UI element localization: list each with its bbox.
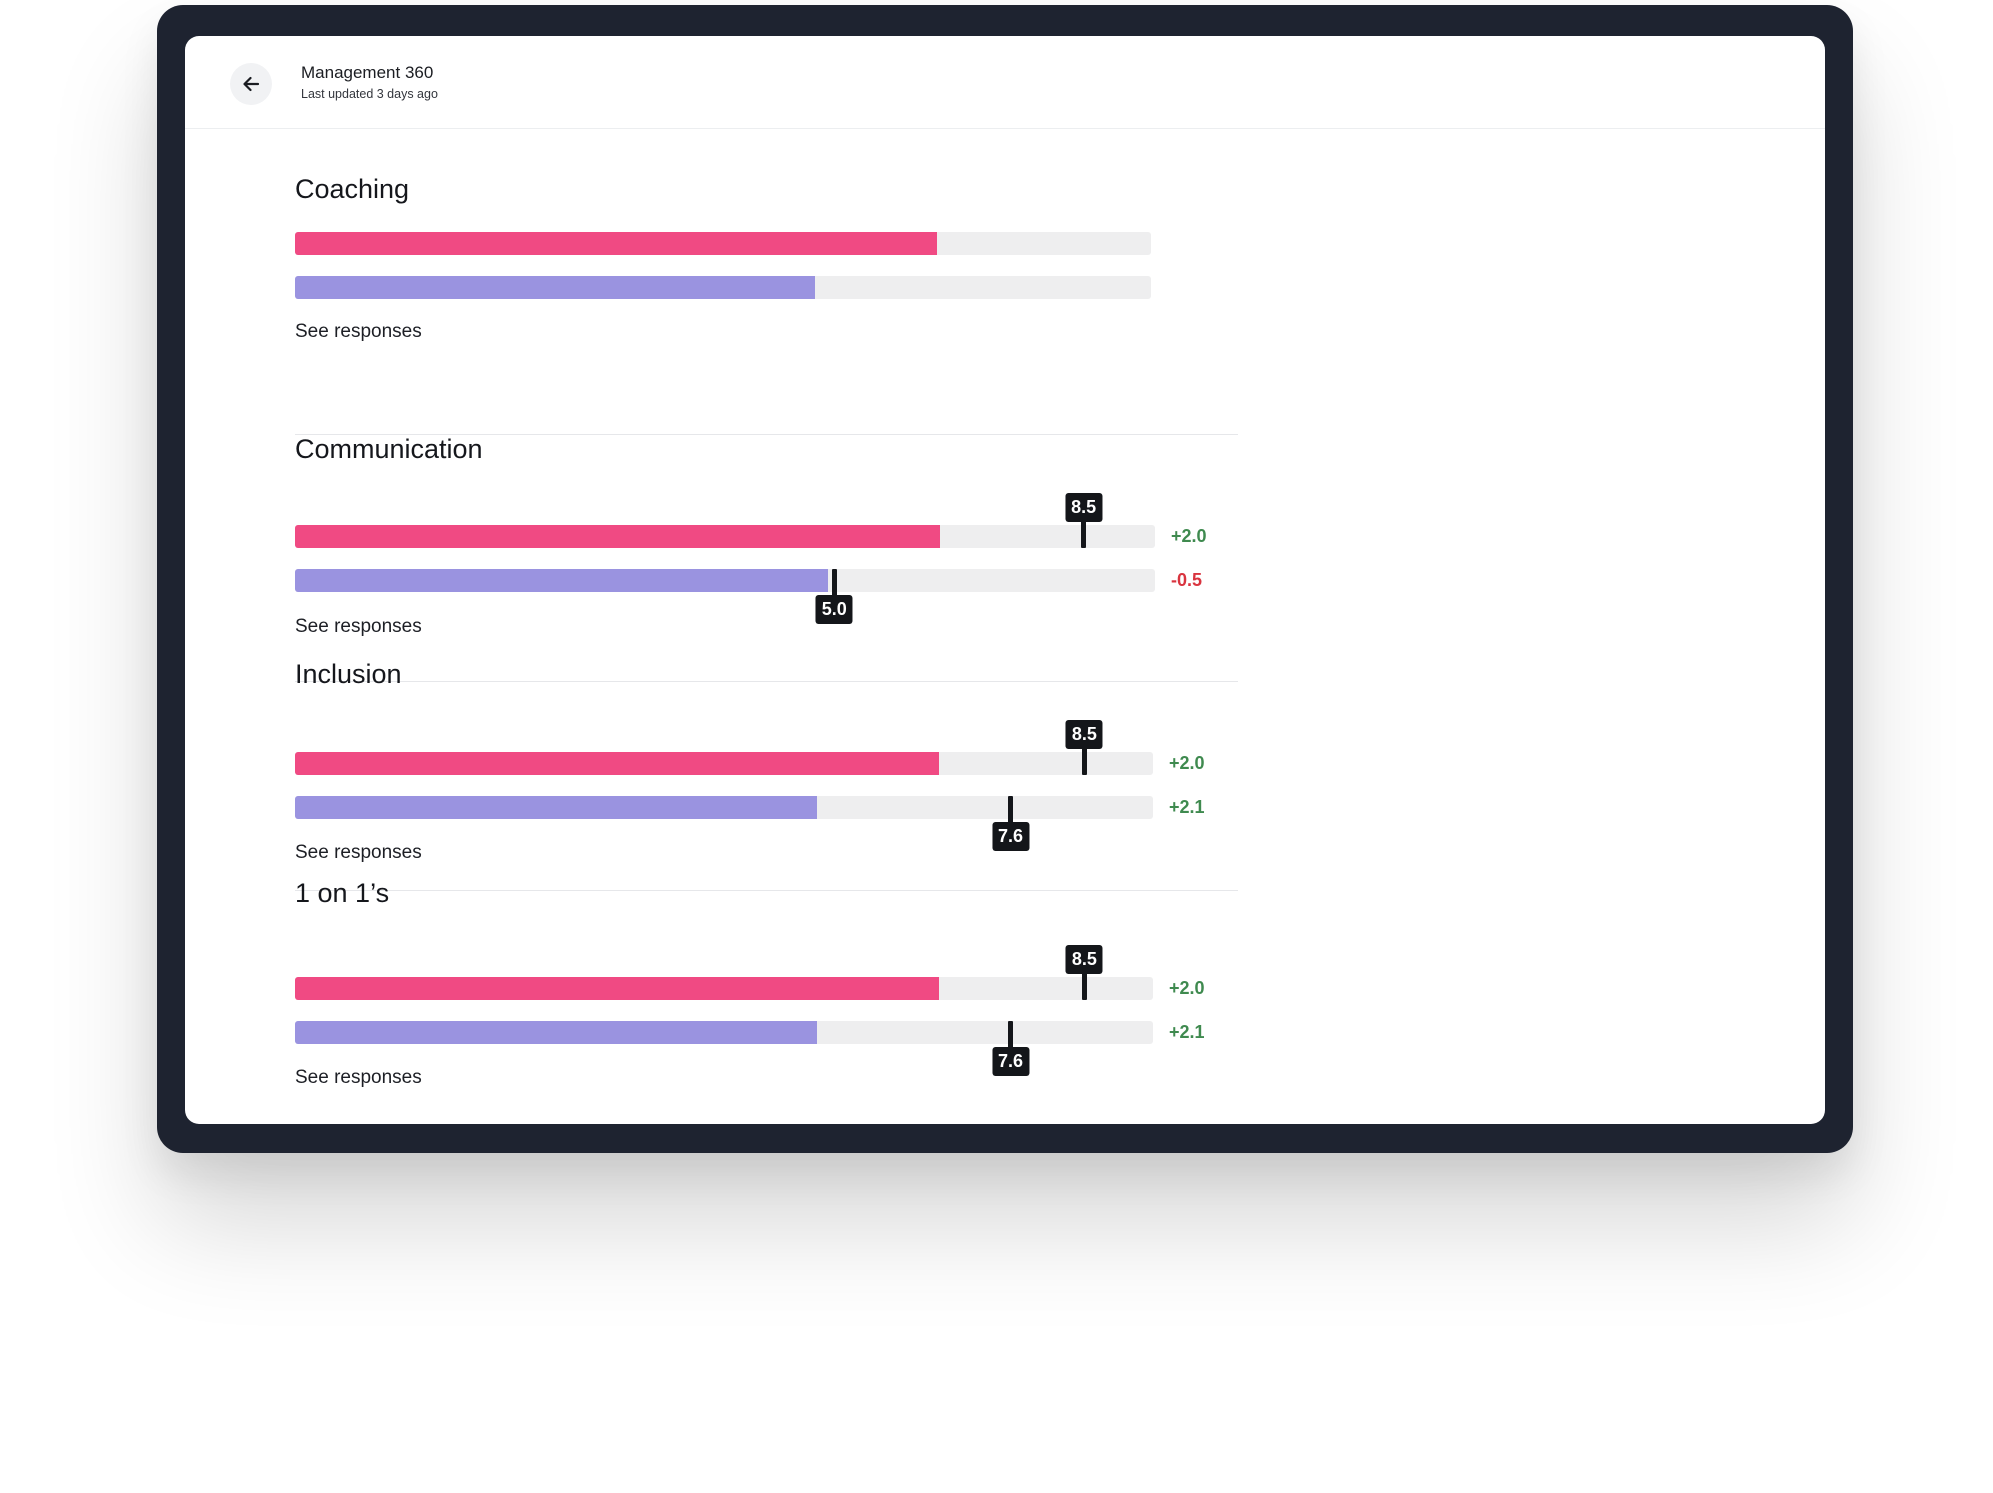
benchmark-value-badge: 8.5 bbox=[1065, 720, 1103, 749]
benchmark-marker bbox=[1081, 521, 1087, 548]
benchmark-value-badge: 8.5 bbox=[1065, 945, 1103, 974]
secondary-score-bar bbox=[295, 276, 1151, 299]
benchmark-marker bbox=[1081, 748, 1087, 775]
back-button[interactable] bbox=[230, 63, 272, 105]
benchmark-value-badge: 5.0 bbox=[815, 595, 853, 624]
primary-score-bar bbox=[295, 232, 1151, 255]
last-updated-text: Last updated 3 days ago bbox=[301, 87, 438, 101]
benchmark-marker bbox=[1008, 1021, 1014, 1051]
score-delta: +2.0 bbox=[1169, 978, 1205, 998]
primary-score-fill bbox=[295, 752, 939, 775]
benchmark-value-badge: 8.5 bbox=[1065, 493, 1103, 522]
primary-score-bar bbox=[295, 525, 1155, 548]
benchmark-marker bbox=[831, 569, 837, 599]
page-title: Management 360 bbox=[301, 63, 434, 82]
score-delta: +2.1 bbox=[1169, 797, 1205, 817]
score-delta: +2.0 bbox=[1171, 526, 1207, 546]
see-responses-link[interactable]: See responses bbox=[295, 616, 422, 637]
secondary-score-bar bbox=[295, 796, 1153, 819]
section-divider bbox=[295, 434, 1238, 435]
primary-score-fill bbox=[295, 232, 937, 255]
benchmark-value-badge: 7.6 bbox=[992, 1047, 1030, 1076]
secondary-score-fill bbox=[295, 569, 829, 592]
section-divider bbox=[295, 681, 1238, 682]
benchmark-marker bbox=[1081, 973, 1087, 1000]
see-responses-link[interactable]: See responses bbox=[295, 1067, 422, 1088]
secondary-score-fill bbox=[295, 276, 815, 299]
score-delta: +2.1 bbox=[1169, 1022, 1205, 1042]
primary-score-bar bbox=[295, 977, 1153, 1000]
arrow-left-icon bbox=[243, 76, 260, 92]
primary-score-fill bbox=[295, 525, 940, 548]
section-title: 1 on 1’s bbox=[295, 878, 390, 908]
section-title: Communication bbox=[295, 434, 483, 464]
secondary-score-fill bbox=[295, 796, 817, 819]
see-responses-link[interactable]: See responses bbox=[295, 321, 422, 342]
benchmark-marker bbox=[1008, 796, 1014, 826]
primary-score-fill bbox=[295, 977, 939, 1000]
section-title: Coaching bbox=[295, 174, 410, 204]
app-screen: Management 360 Last updated 3 days ago C… bbox=[185, 36, 1825, 1124]
secondary-score-bar bbox=[295, 569, 1155, 592]
see-responses-link[interactable]: See responses bbox=[295, 842, 422, 863]
secondary-score-fill bbox=[295, 1021, 817, 1044]
score-delta: -0.5 bbox=[1171, 570, 1203, 590]
primary-score-bar bbox=[295, 752, 1153, 775]
section-title: Inclusion bbox=[295, 659, 402, 689]
score-delta: +2.0 bbox=[1169, 753, 1205, 773]
section-divider bbox=[295, 890, 1238, 891]
benchmark-value-badge: 7.6 bbox=[992, 822, 1030, 851]
secondary-score-bar bbox=[295, 1021, 1153, 1044]
device-frame: Management 360 Last updated 3 days ago C… bbox=[157, 5, 1853, 1153]
top-bar: Management 360 Last updated 3 days ago bbox=[185, 36, 1825, 129]
